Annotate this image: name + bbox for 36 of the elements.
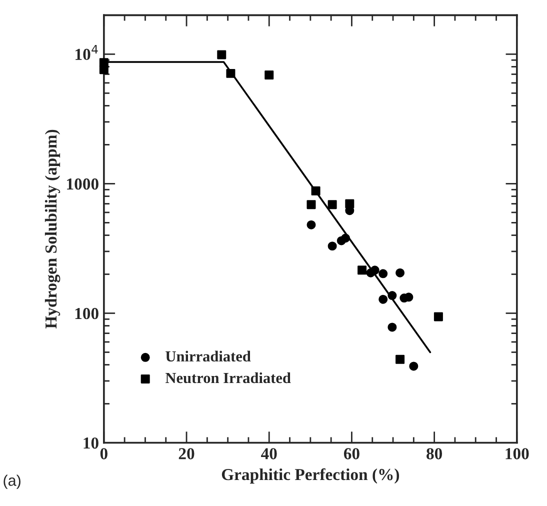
point <box>306 200 316 210</box>
point <box>306 220 316 230</box>
point <box>388 291 397 300</box>
x-tick-label: 20 <box>178 448 194 460</box>
x-tick-label: 60 <box>344 448 360 460</box>
x-axis-title: Graphitic Perfection (%) <box>222 468 400 484</box>
point <box>311 186 320 196</box>
point <box>434 312 443 322</box>
x-tick-label: 100 <box>506 448 529 460</box>
point <box>99 58 108 68</box>
y-axis-title: Hydrogen Solubility (appm) <box>44 130 60 329</box>
y-tick-label: 1000 <box>67 178 98 190</box>
point <box>388 322 397 332</box>
point <box>370 266 380 275</box>
point <box>396 354 405 364</box>
point <box>217 50 226 60</box>
point <box>341 234 350 243</box>
point <box>396 268 405 278</box>
legend-label: Unirradiated <box>166 350 251 362</box>
point <box>226 68 236 78</box>
y-tick-label: 100 <box>75 308 98 320</box>
legend-label: Neutron Irradiated <box>166 372 291 384</box>
point <box>328 242 337 251</box>
x-tick-label: 0 <box>100 448 108 460</box>
y-tick-label: 10$^{4}$ <box>76 44 98 60</box>
x-tick-label: 40 <box>261 448 277 460</box>
point <box>264 70 274 80</box>
point <box>409 362 418 371</box>
text: (a) <box>4 474 20 489</box>
point <box>358 266 367 275</box>
y-tick-label: 10 <box>84 437 98 449</box>
point <box>328 200 337 210</box>
point <box>378 294 388 304</box>
point <box>345 199 354 208</box>
point <box>378 269 388 278</box>
x-tick-label: 80 <box>426 448 442 460</box>
